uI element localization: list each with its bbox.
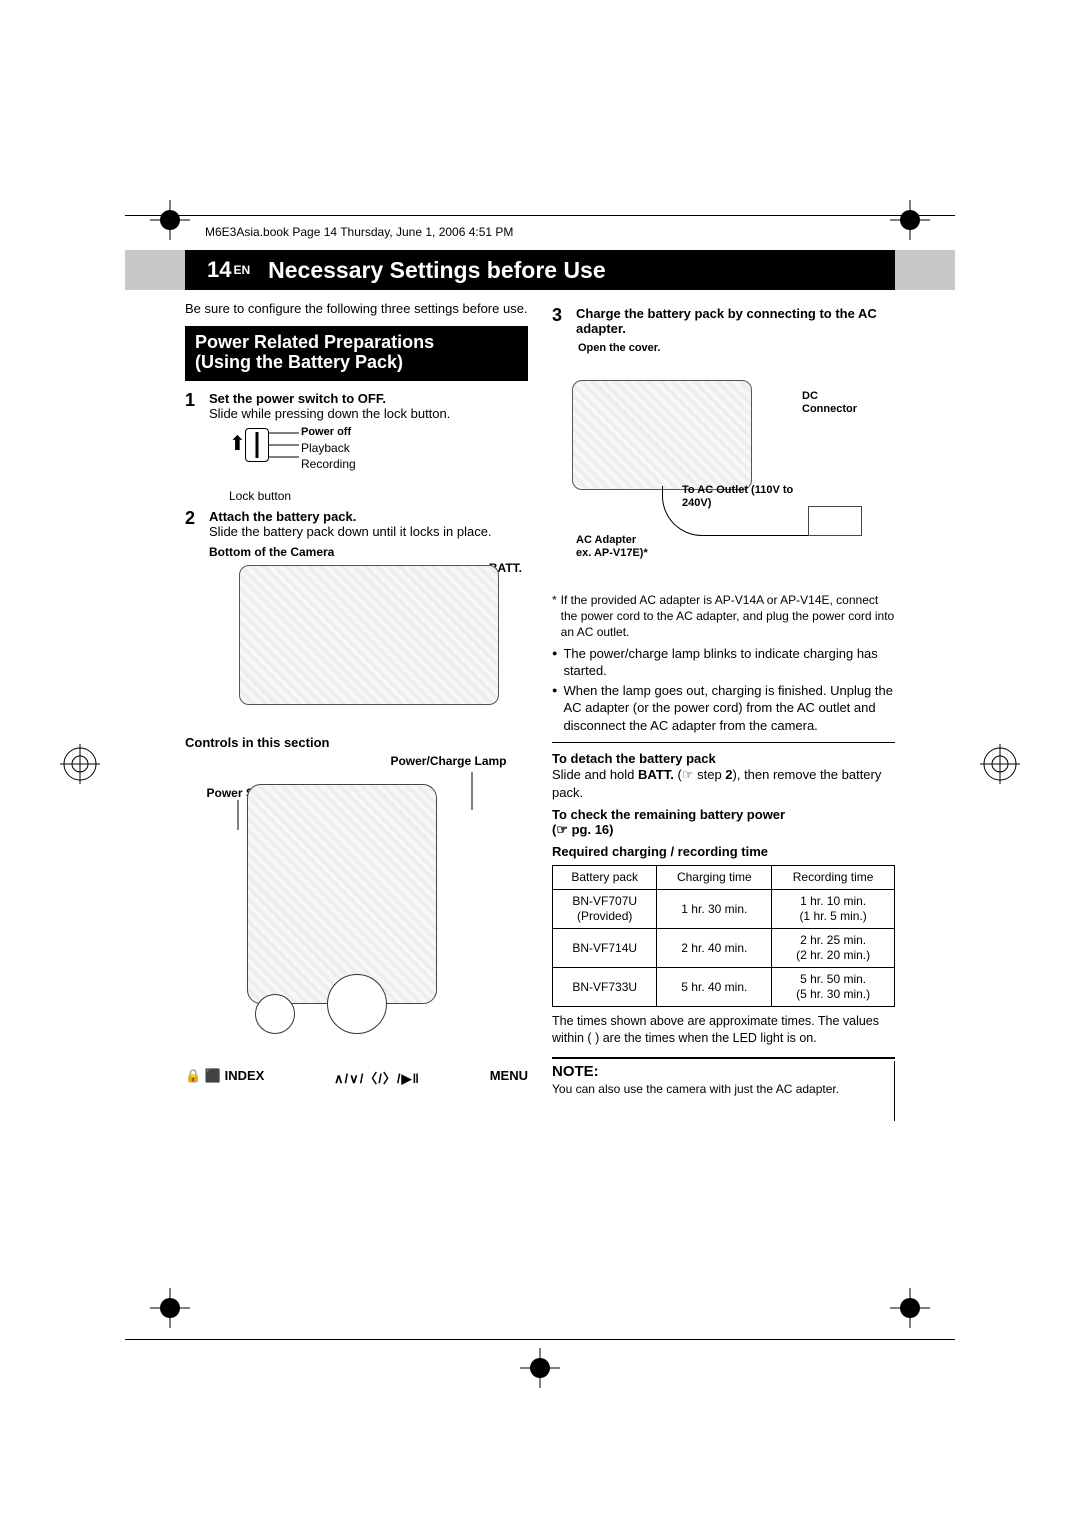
registration-mark-br (890, 1288, 930, 1328)
table-row: BN-VF733U 5 hr. 40 min. 5 hr. 50 min.(5 … (553, 968, 895, 1007)
camera-bottom-illustration (239, 565, 499, 705)
ac-adapter-label-2: ex. AP-V17E)* (576, 547, 648, 560)
controls-heading: Controls in this section (185, 735, 528, 750)
step-3: 3 Charge the battery pack by connecting … (552, 306, 895, 336)
step-number: 3 (552, 306, 570, 336)
right-column: 3 Charge the battery pack by connecting … (552, 300, 895, 1096)
switch-icon (245, 428, 269, 462)
arrow-up-icon: ⬆ (229, 431, 246, 456)
recording-label: Recording (301, 456, 356, 472)
power-charge-lamp-label: Power/Charge Lamp (390, 754, 506, 768)
nav-glyphs: ∧/∨/〈/〉/▶ǁ (334, 1068, 420, 1087)
step-number: 1 (185, 391, 203, 503)
adapter-footnote-text: If the provided AC adapter is AP-V14A or… (561, 592, 895, 641)
section-line-1: Power Related Preparations (195, 332, 518, 353)
remaining-ref: (☞ pg. 16) (552, 822, 895, 838)
step-2-heading: Attach the battery pack. (209, 509, 528, 524)
open-cover-label: Open the cover. (578, 342, 895, 354)
page-number: 14 (207, 257, 231, 283)
ac-adapter-label-1: AC Adapter (576, 534, 648, 547)
charging-table: Battery pack Charging time Recording tim… (552, 865, 895, 1007)
step-2-text: Slide the battery pack down until it loc… (209, 524, 528, 539)
page-title: Necessary Settings before Use (268, 257, 606, 284)
section-line-2: (Using the Battery Pack) (195, 352, 518, 373)
section-heading-box: Power Related Preparations (Using the Ba… (185, 326, 528, 381)
left-column: Be sure to configure the following three… (185, 300, 528, 1096)
note-body: You can also use the camera with just th… (552, 1082, 895, 1096)
registration-mark-tr (890, 200, 930, 240)
bullet-1: The power/charge lamp blinks to indicate… (552, 645, 895, 680)
registration-mark-bl (150, 1288, 190, 1328)
power-off-label: Power off (301, 425, 356, 440)
registration-mark-tl (150, 200, 190, 240)
registration-mark-left (60, 744, 100, 784)
ac-adapter-illustration: DC Connector To AC Outlet (110V to 240V)… (552, 356, 872, 586)
charging-table-heading: Required charging / recording time (552, 844, 895, 859)
registration-mark-right (980, 744, 1020, 784)
playback-label: Playback (301, 440, 356, 456)
manual-page: M6E3Asia.book Page 14 Thursday, June 1, … (0, 0, 1080, 1528)
step-number: 2 (185, 509, 203, 715)
col-charging-time: Charging time (657, 866, 772, 890)
bottom-of-camera-caption: Bottom of the Camera (209, 545, 528, 559)
table-row: BN-VF707U(Provided) 1 hr. 30 min. 1 hr. … (553, 890, 895, 929)
table-footnote: The times shown above are approximate ti… (552, 1013, 895, 1047)
step-1: 1 Set the power switch to OFF. Slide whi… (185, 391, 528, 503)
detach-heading: To detach the battery pack (552, 751, 895, 766)
power-switch-diagram: ⬆ Power off Playback Recording (229, 425, 528, 483)
lock-button-label: Lock button (229, 489, 528, 503)
remaining-heading: To check the remaining battery power (552, 807, 895, 822)
page-language: EN (233, 263, 250, 277)
col-battery-pack: Battery pack (553, 866, 657, 890)
intro-text: Be sure to configure the following three… (185, 300, 528, 318)
page-title-bar: 14 EN Necessary Settings before Use (185, 250, 895, 290)
registration-mark-bc (520, 1348, 560, 1388)
file-meta-line: M6E3Asia.book Page 14 Thursday, June 1, … (205, 225, 513, 239)
dc-connector-label-2: Connector (802, 403, 872, 416)
detach-text: Slide and hold BATT. (☞ step 2), then re… (552, 766, 895, 801)
step-2: 2 Attach the battery pack. Slide the bat… (185, 509, 528, 715)
controls-illustration: Power/Charge Lamp Power Switch (207, 754, 507, 1064)
step-1-heading: Set the power switch to OFF. (209, 391, 528, 406)
adapter-footnote: If the provided AC adapter is AP-V14A or… (552, 592, 895, 641)
to-ac-outlet-label: To AC Outlet (110V to 240V) (682, 484, 802, 510)
note-title: NOTE: (552, 1063, 895, 1080)
index-label: INDEX (225, 1068, 265, 1083)
table-row: BN-VF714U 2 hr. 40 min. 2 hr. 25 min.(2 … (553, 929, 895, 968)
step-3-heading: Charge the battery pack by connecting to… (576, 306, 895, 336)
dc-connector-label-1: DC (802, 390, 872, 403)
menu-label: MENU (490, 1068, 528, 1087)
bullet-2: When the lamp goes out, charging is fini… (552, 682, 895, 735)
note-box: NOTE: You can also use the camera with j… (552, 1057, 895, 1096)
bottom-control-labels: 🔒 ⬛ INDEX ∧/∨/〈/〉/▶ǁ MENU (185, 1068, 528, 1087)
col-recording-time: Recording time (772, 866, 895, 890)
step-1-text: Slide while pressing down the lock butto… (209, 406, 528, 421)
